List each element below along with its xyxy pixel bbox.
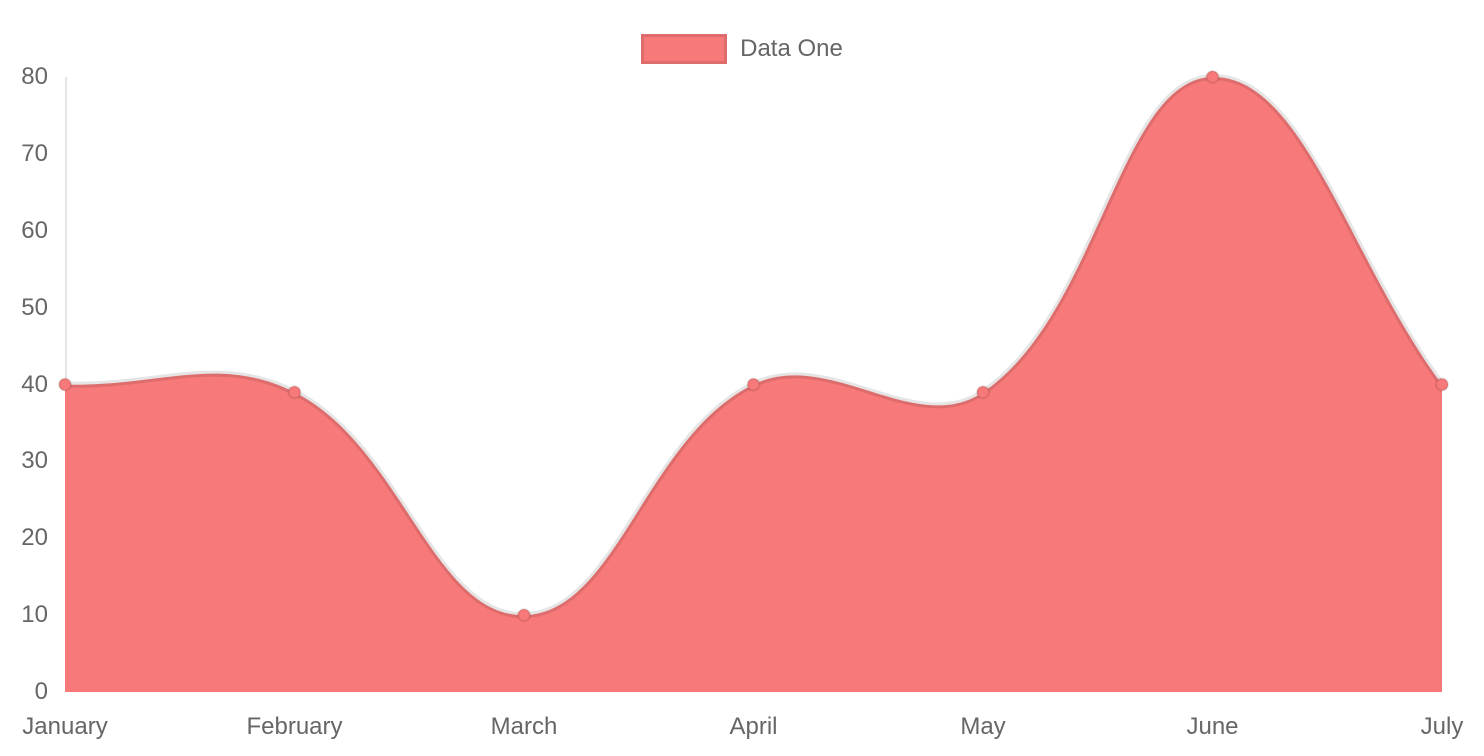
x-tick-label: April [729,713,778,740]
legend-item[interactable]: Data One [0,34,1484,64]
x-tick-label: July [1420,713,1464,740]
y-tick-label: 70 [21,139,48,167]
data-point[interactable] [976,385,990,400]
x-tick-label: March [490,713,558,740]
data-point[interactable] [517,608,531,623]
x-tick-label: May [960,713,1006,740]
y-tick-label: 10 [21,601,48,629]
y-tick-label: 30 [21,447,48,475]
y-tick-label: 60 [21,216,48,244]
y-tick-label: 80 [21,63,48,90]
legend-label: Data One [740,35,843,62]
y-tick-label: 50 [21,293,48,321]
data-point[interactable] [1205,70,1220,84]
x-tick-label: June [1186,713,1239,740]
y-tick-label: 0 [34,678,48,705]
legend-swatch [641,34,728,64]
data-point[interactable] [287,385,302,400]
series-line [64,73,1445,619]
data-point[interactable] [746,377,761,392]
y-tick-label: 20 [21,524,48,552]
y-tick-label: 40 [21,370,48,398]
data-point[interactable] [58,377,72,392]
x-tick-label: January [22,713,108,740]
x-tick-label: February [246,713,343,740]
area-fill [65,76,1442,693]
data-point[interactable] [1435,377,1449,392]
data-points [58,70,1449,623]
